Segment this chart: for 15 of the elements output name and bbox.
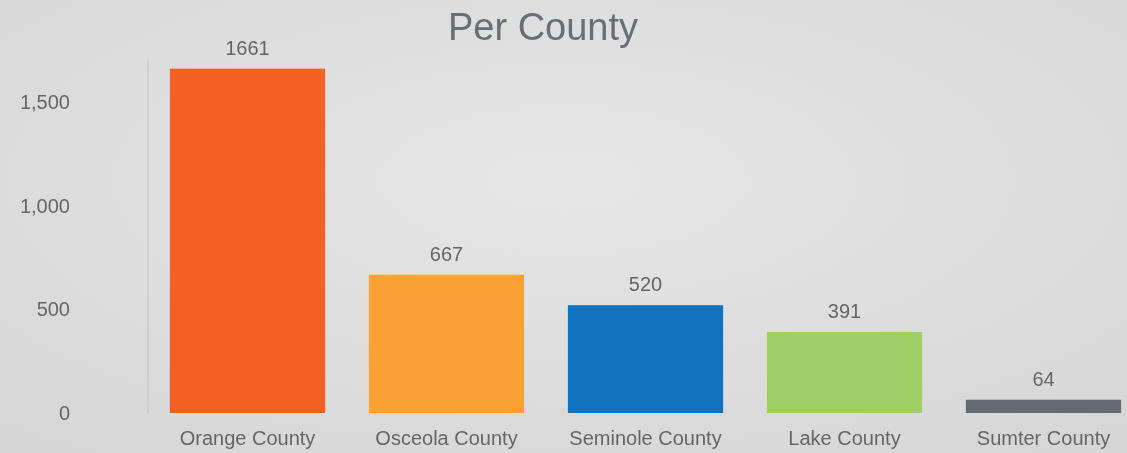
data-label: 520 [628,273,663,296]
chart-title: Per County [447,6,639,48]
x-tick-label: Lake County [788,427,901,449]
data-label: 64 [1032,367,1055,390]
x-tick-label: Seminole County [569,427,722,449]
data-label: 1661 [225,36,270,59]
y-tick-label: 1,000 [19,194,70,217]
y-tick-label: 500 [36,298,70,321]
x-tick-label: Osceola County [375,427,518,449]
data-label: 391 [827,299,862,322]
y-tick-label: 0 [58,402,70,424]
data-label: 667 [429,242,464,265]
y-tick-label: 1,500 [19,91,70,114]
x-tick-label: Orange County [179,427,316,449]
x-tick-label: Sumter County [976,427,1111,449]
